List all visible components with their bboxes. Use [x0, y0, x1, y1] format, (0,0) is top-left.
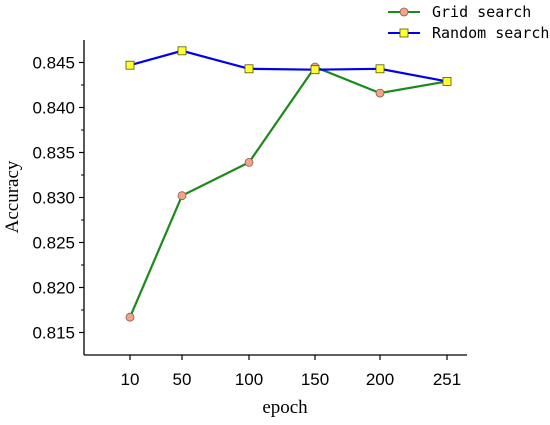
- series-0-point-4: [375, 88, 385, 98]
- series-line-1: [129, 49, 448, 83]
- series-1-point-3: [310, 65, 320, 75]
- series-1-point-1: [177, 46, 187, 56]
- legend-entry-random-search: Random search: [388, 24, 549, 42]
- series-0-point-2: [244, 157, 254, 167]
- y-tick-label-1: 0.820: [32, 279, 75, 298]
- y-axis-title: Accuracy: [2, 160, 23, 233]
- x-tick-label-0: 10: [121, 370, 140, 389]
- series-line-0: [128, 65, 448, 318]
- series-1-point-5: [442, 77, 452, 86]
- y-tick-label-4: 0.835: [32, 144, 75, 163]
- legend-marker-random-search: [399, 28, 409, 38]
- y-tick-label-3: 0.830: [32, 189, 75, 208]
- series-1-point-4: [375, 64, 385, 74]
- x-tick-label-5: 251: [433, 370, 461, 389]
- x-tick-label-3: 150: [301, 370, 329, 389]
- legend-marker-grid-search: [399, 7, 409, 17]
- legend-label-random-search: Random search: [432, 24, 549, 42]
- x-tick-label-1: 50: [173, 370, 192, 389]
- series-0-point-1: [177, 191, 187, 201]
- plot-area: 0.815 0.820 0.825 0.830 0.835 0.840 0.845 10 50 1…: [32, 40, 467, 389]
- series-1-point-0: [125, 60, 135, 70]
- x-tick-label-4: 200: [366, 370, 394, 389]
- y-tick-label-0: 0.815: [32, 324, 75, 343]
- series-0-point-0: [125, 312, 135, 322]
- series-1-point-2: [244, 64, 254, 74]
- y-tick-label-2: 0.825: [32, 234, 75, 253]
- x-tick-label-2: 100: [235, 370, 263, 389]
- y-tick-label-6: 0.845: [32, 54, 75, 73]
- legend-entry-grid-search: Grid search: [388, 3, 531, 21]
- legend: Grid search Random search: [388, 3, 549, 42]
- legend-label-grid-search: Grid search: [432, 3, 531, 21]
- x-axis-title: epoch: [262, 397, 308, 418]
- y-tick-label-5: 0.840: [32, 99, 75, 118]
